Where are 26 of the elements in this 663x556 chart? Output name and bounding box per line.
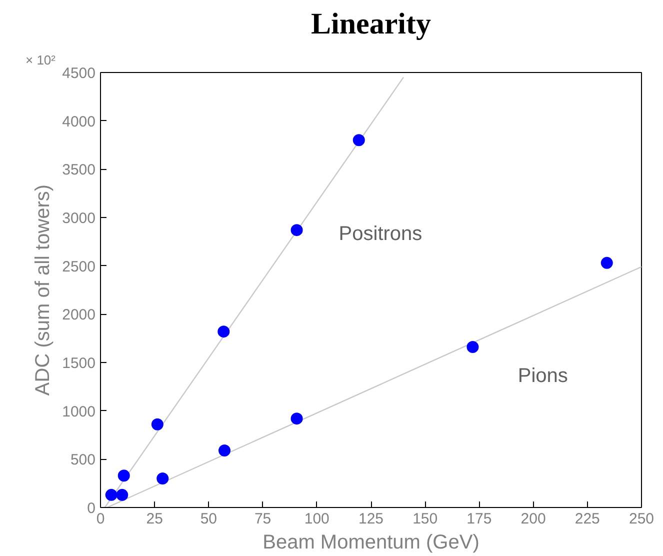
y-tick-label: 4500 — [62, 65, 96, 82]
x-tick-label: 200 — [520, 510, 546, 528]
y-tick-label: 4000 — [62, 113, 96, 130]
x-tick-label: 225 — [574, 510, 600, 528]
x-axis-title: Beam Momentum (GeV) — [262, 532, 480, 554]
y-tick-label: 1500 — [62, 355, 96, 372]
x-tick-label: 75 — [254, 510, 272, 528]
x-tick-label: 175 — [466, 510, 492, 528]
x-tick-label: 150 — [412, 510, 438, 528]
y-tick-label: 0 — [87, 500, 96, 517]
x-tick-label: 125 — [358, 510, 384, 528]
x-tick-label: 100 — [304, 510, 330, 528]
y-axis-title: ADC (sum of all towers) — [32, 184, 54, 396]
chart-title: Linearity — [311, 8, 432, 40]
series-label: Pions — [518, 364, 568, 387]
y-tick-label: 500 — [70, 452, 96, 469]
y-tick-label: 2000 — [62, 306, 96, 324]
y-tick-label: 3000 — [62, 210, 96, 227]
x-tick-label: 50 — [200, 510, 218, 528]
y-tick-label: 1000 — [62, 403, 96, 420]
y-tick-label: 2500 — [62, 258, 96, 276]
series-label: Positrons — [338, 222, 422, 245]
x-tick-label: 250 — [628, 510, 654, 528]
y-tick-label: 3500 — [62, 162, 96, 179]
text: × 10² — [26, 52, 56, 68]
x-tick-label: 25 — [146, 510, 163, 528]
